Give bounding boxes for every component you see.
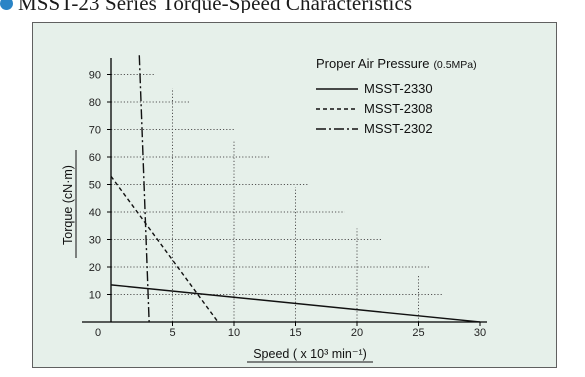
y-tick-label: 70 xyxy=(89,125,101,137)
title-row: MSST-23 Series Torque-Speed Characterist… xyxy=(0,0,412,13)
chart-title: MSST-23 Series Torque-Speed Characterist… xyxy=(18,0,413,13)
x-tick-label: 30 xyxy=(474,327,486,339)
x-tick-label: 0 xyxy=(95,327,101,339)
chart-panel xyxy=(32,22,557,368)
legend-label: MSST-2302 xyxy=(364,121,433,136)
x-axis-title: Speed ( x 10³ min⁻¹) xyxy=(253,347,367,361)
legend-label: MSST-2330 xyxy=(364,81,433,96)
series-line-msst-2330 xyxy=(110,284,481,322)
x-tick-label: 25 xyxy=(412,327,424,339)
y-tick-label: 40 xyxy=(89,207,101,219)
x-tick-label: 15 xyxy=(289,327,301,339)
y-axis-title: Torque (cN·m) xyxy=(61,165,75,245)
legend-title-note: (0.5MPa) xyxy=(433,59,476,71)
series-line-msst-2302 xyxy=(138,55,150,322)
x-tick-label: 10 xyxy=(228,327,240,339)
y-tick-label: 20 xyxy=(89,262,101,274)
y-tick-label: 80 xyxy=(89,97,101,109)
y-tick-label: 90 xyxy=(89,70,101,82)
legend-label: MSST-2308 xyxy=(364,101,433,116)
y-tick-label: 10 xyxy=(89,290,101,302)
x-tick-label: 20 xyxy=(351,327,363,339)
y-tick-label: 60 xyxy=(89,152,101,164)
series-line-msst-2308 xyxy=(110,175,219,322)
x-tick-label: 5 xyxy=(169,327,175,339)
y-tick-label: 50 xyxy=(89,180,101,192)
bullet-icon xyxy=(0,0,13,10)
legend-title: Proper Air Pressure (0.5MPa) xyxy=(316,56,477,71)
y-tick-label: 30 xyxy=(89,235,101,247)
